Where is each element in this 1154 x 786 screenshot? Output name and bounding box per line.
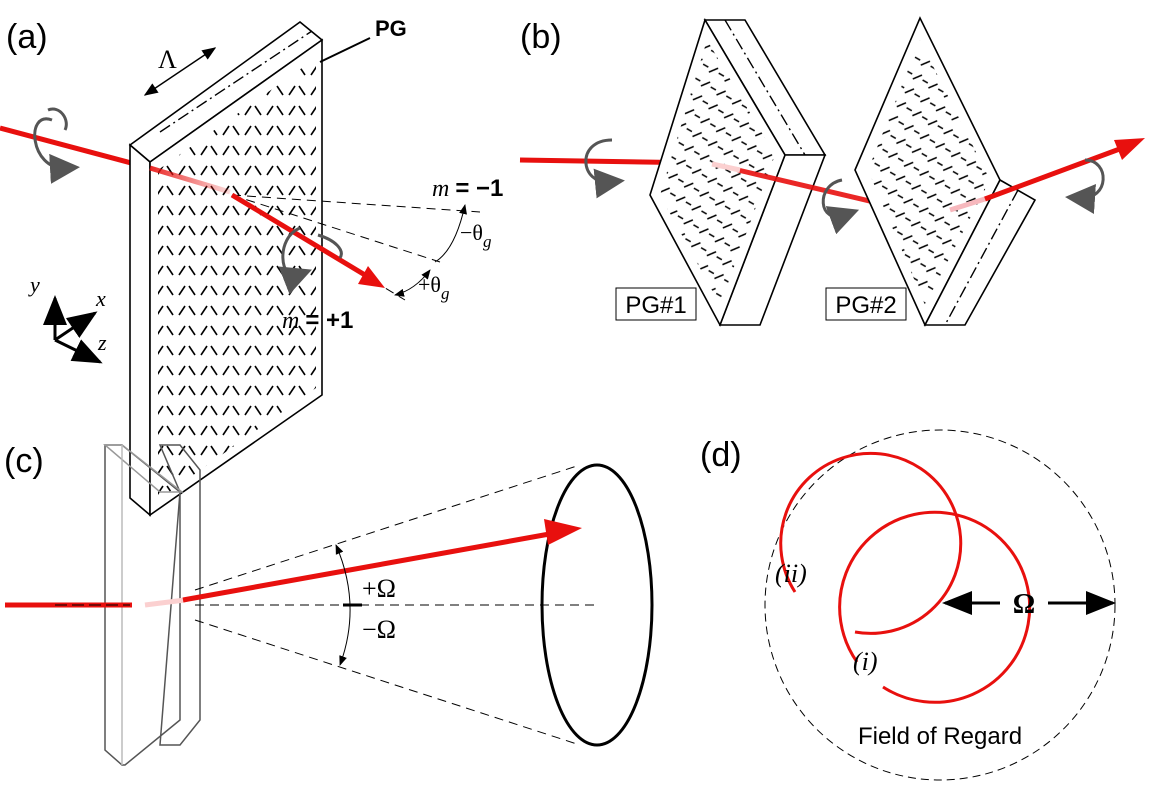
panel-d: (d) (ii) (i) Ω Field of Regard	[700, 430, 1115, 780]
panel-label: (b)	[520, 18, 562, 56]
symbol: m	[282, 308, 299, 334]
grating-label: PG	[375, 16, 407, 41]
panel-b: (b) PG#1 PG#2	[520, 18, 1145, 325]
figure: (a) Λ PG m= −1 m= +1 −θg +θg	[0, 0, 1154, 786]
beam-inside	[145, 600, 185, 605]
scan-circle	[781, 453, 961, 633]
symbol: m	[432, 176, 449, 202]
grating-label: PG#2	[835, 292, 896, 319]
beam-arrowhead	[358, 266, 385, 288]
panel-label: (c)	[4, 442, 44, 480]
panel-c: (c) +Ω −Ω	[4, 442, 652, 765]
beam-arrowhead	[544, 519, 582, 545]
polarization-arrow	[823, 180, 845, 217]
leader	[320, 38, 370, 62]
axis-label: x	[95, 286, 106, 311]
grating-label: PG#1	[625, 292, 686, 319]
subscript: g	[483, 232, 492, 251]
beam-arrowhead	[1114, 138, 1145, 160]
angle-label: −θg	[460, 220, 491, 251]
angle-label: −Ω	[362, 615, 396, 644]
panel-label: (a)	[6, 18, 48, 56]
period-arrow	[145, 48, 215, 95]
order-label: m= −1	[432, 175, 503, 202]
symbol: −θ	[460, 220, 483, 245]
cone-line	[195, 465, 580, 590]
value: = +1	[305, 307, 353, 334]
angle-label: +θg	[418, 272, 449, 303]
subscript: g	[441, 284, 450, 303]
panel-a: (a) Λ PG m= −1 m= +1 −θg +θg	[0, 16, 503, 515]
caption: Field of Regard	[858, 723, 1022, 750]
polarization-arrow	[1080, 160, 1103, 198]
order-label: m= +1	[282, 307, 353, 334]
value: = −1	[455, 175, 503, 202]
symbol: +θ	[418, 272, 441, 297]
angle-label: +Ω	[362, 574, 396, 603]
period-label: Λ	[158, 45, 177, 74]
radius-label: Ω	[1013, 589, 1035, 620]
panel-label: (d)	[700, 436, 742, 474]
circle-label: (i)	[853, 647, 878, 676]
axis-label: y	[28, 272, 40, 297]
axis-label: z	[97, 330, 107, 355]
axes	[55, 298, 100, 362]
circle-label: (ii)	[775, 559, 807, 588]
incident-beam	[0, 128, 150, 168]
